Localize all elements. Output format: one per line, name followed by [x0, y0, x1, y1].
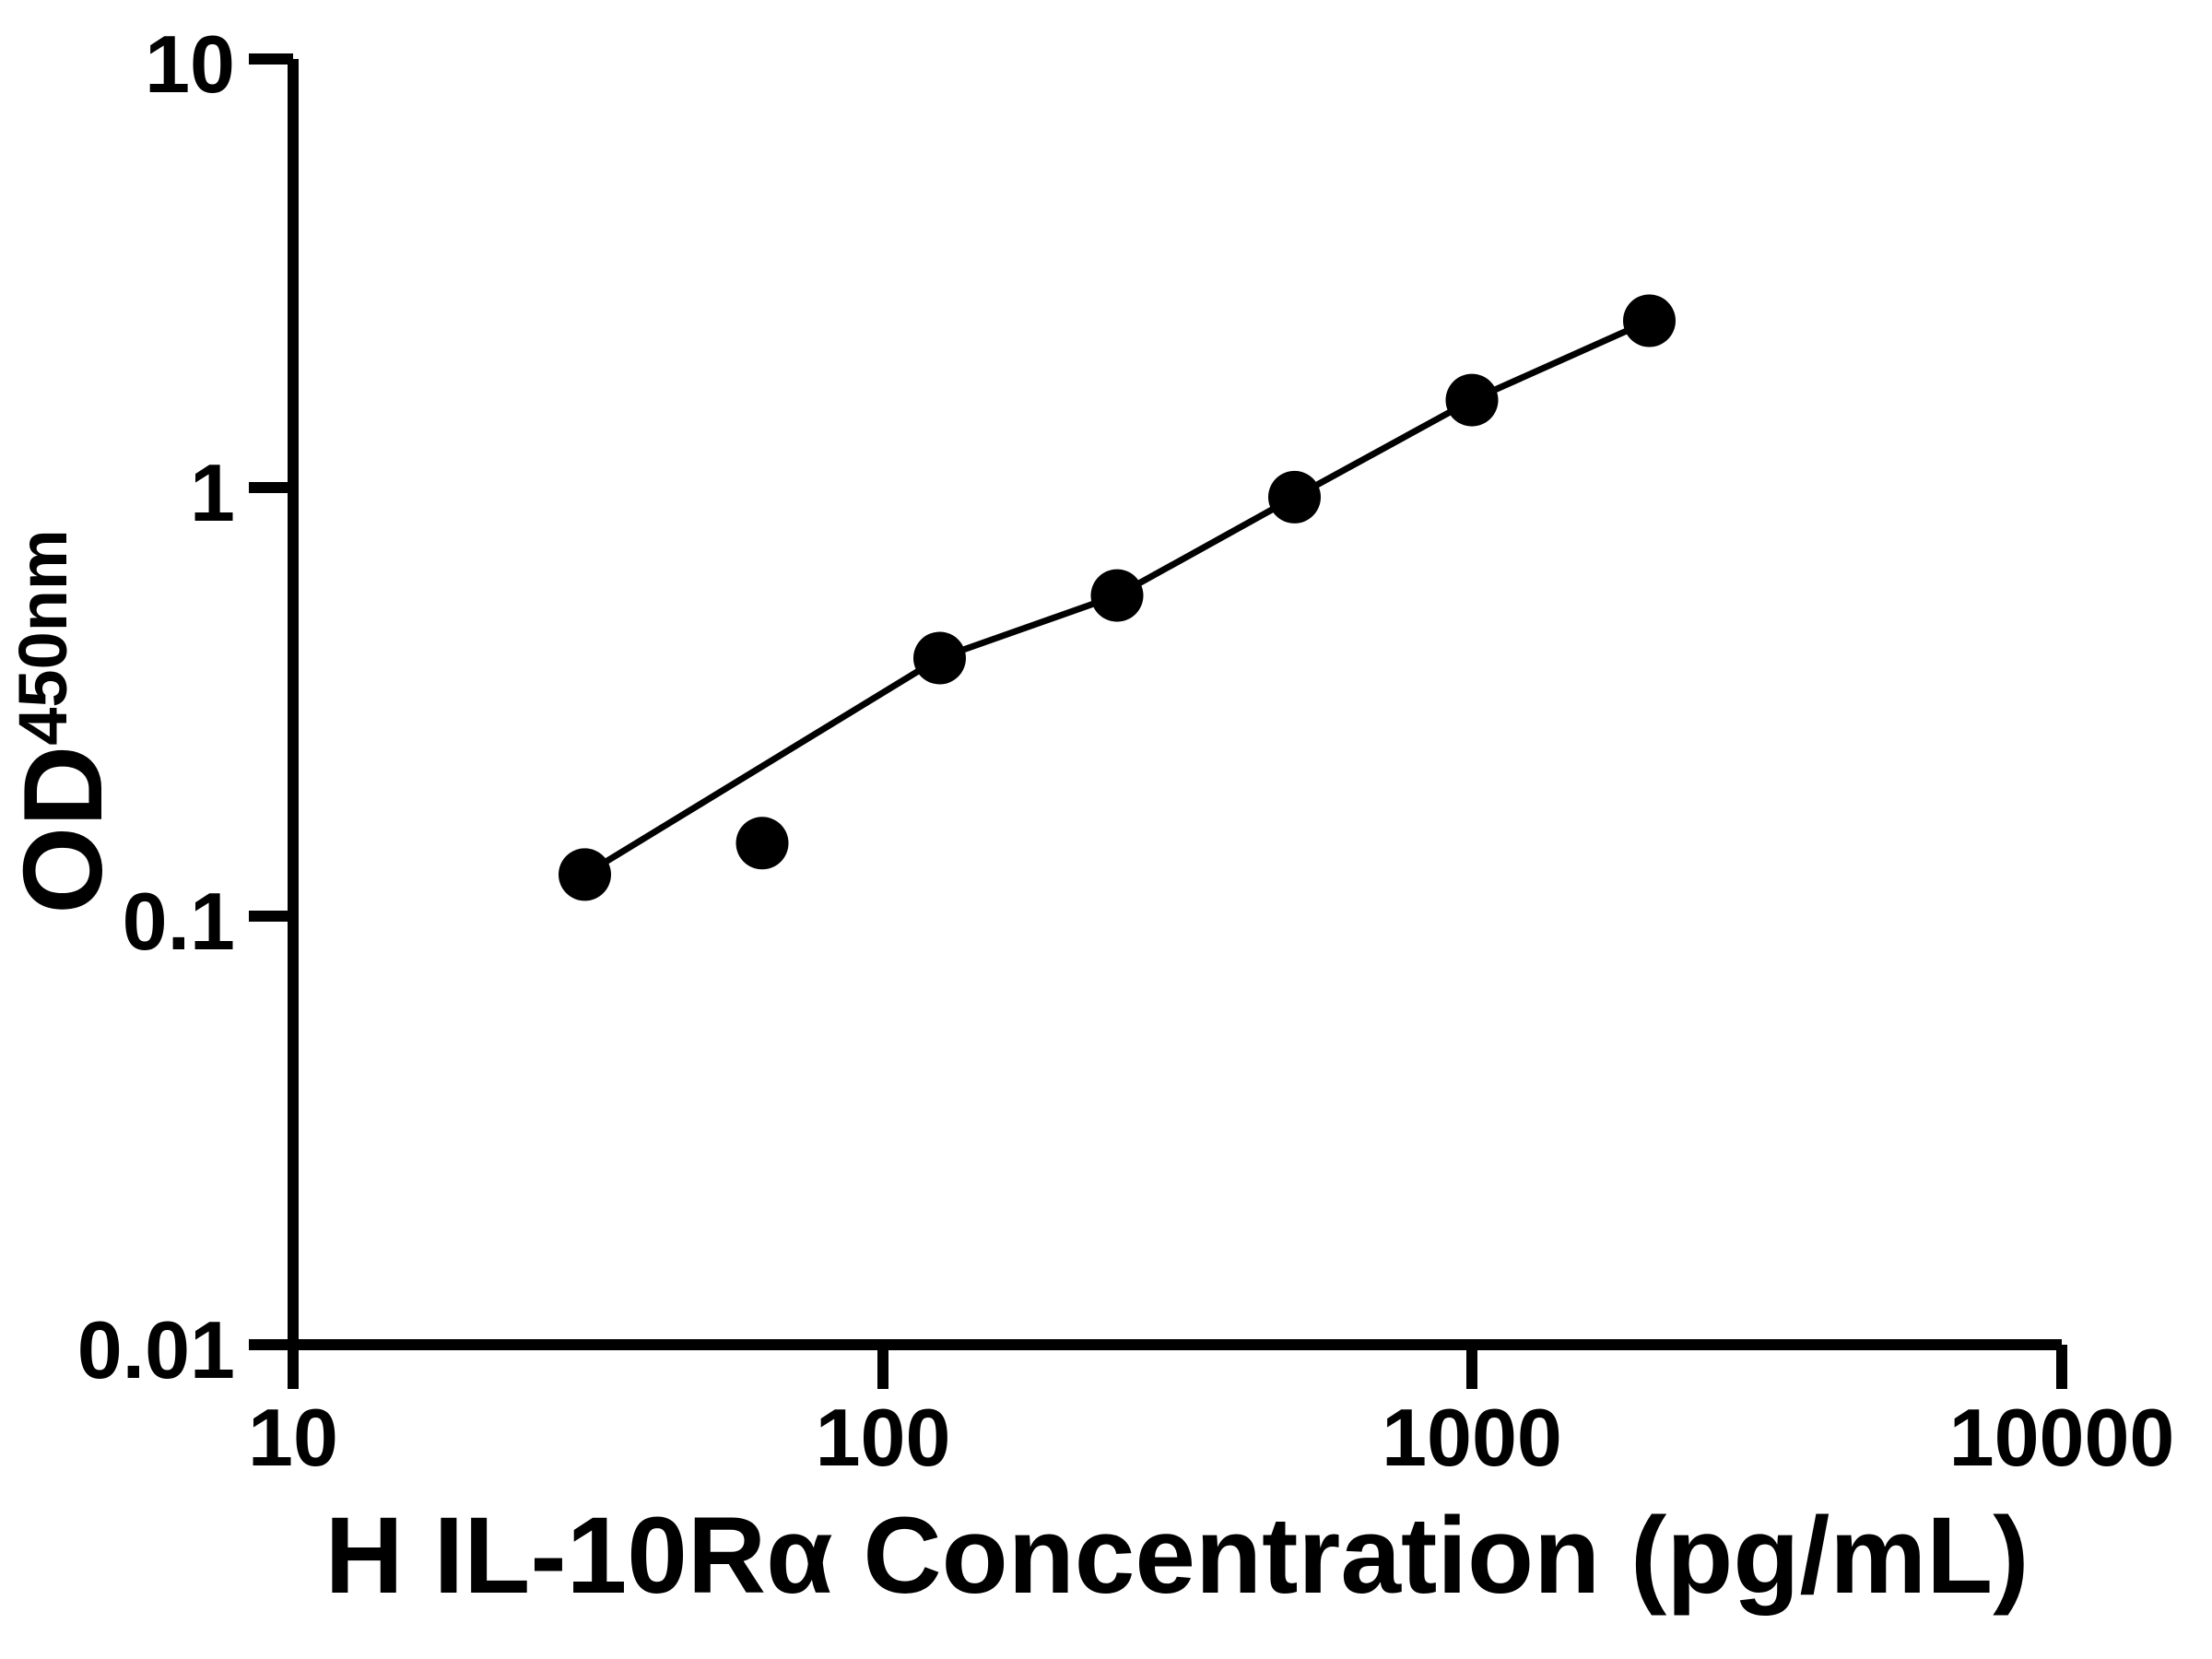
svg-text:10: 10: [145, 18, 235, 110]
svg-text:10000: 10000: [1949, 1392, 2175, 1483]
svg-text:10: 10: [248, 1392, 338, 1483]
svg-text:1: 1: [190, 447, 235, 538]
svg-text:H IL-10Rα Concentration (pg/mL: H IL-10Rα Concentration (pg/mL): [324, 1495, 2029, 1617]
svg-text:100: 100: [816, 1392, 951, 1483]
svg-text:0.1: 0.1: [123, 876, 235, 967]
svg-text:0.01: 0.01: [77, 1304, 235, 1395]
svg-text:1000: 1000: [1382, 1392, 1562, 1483]
